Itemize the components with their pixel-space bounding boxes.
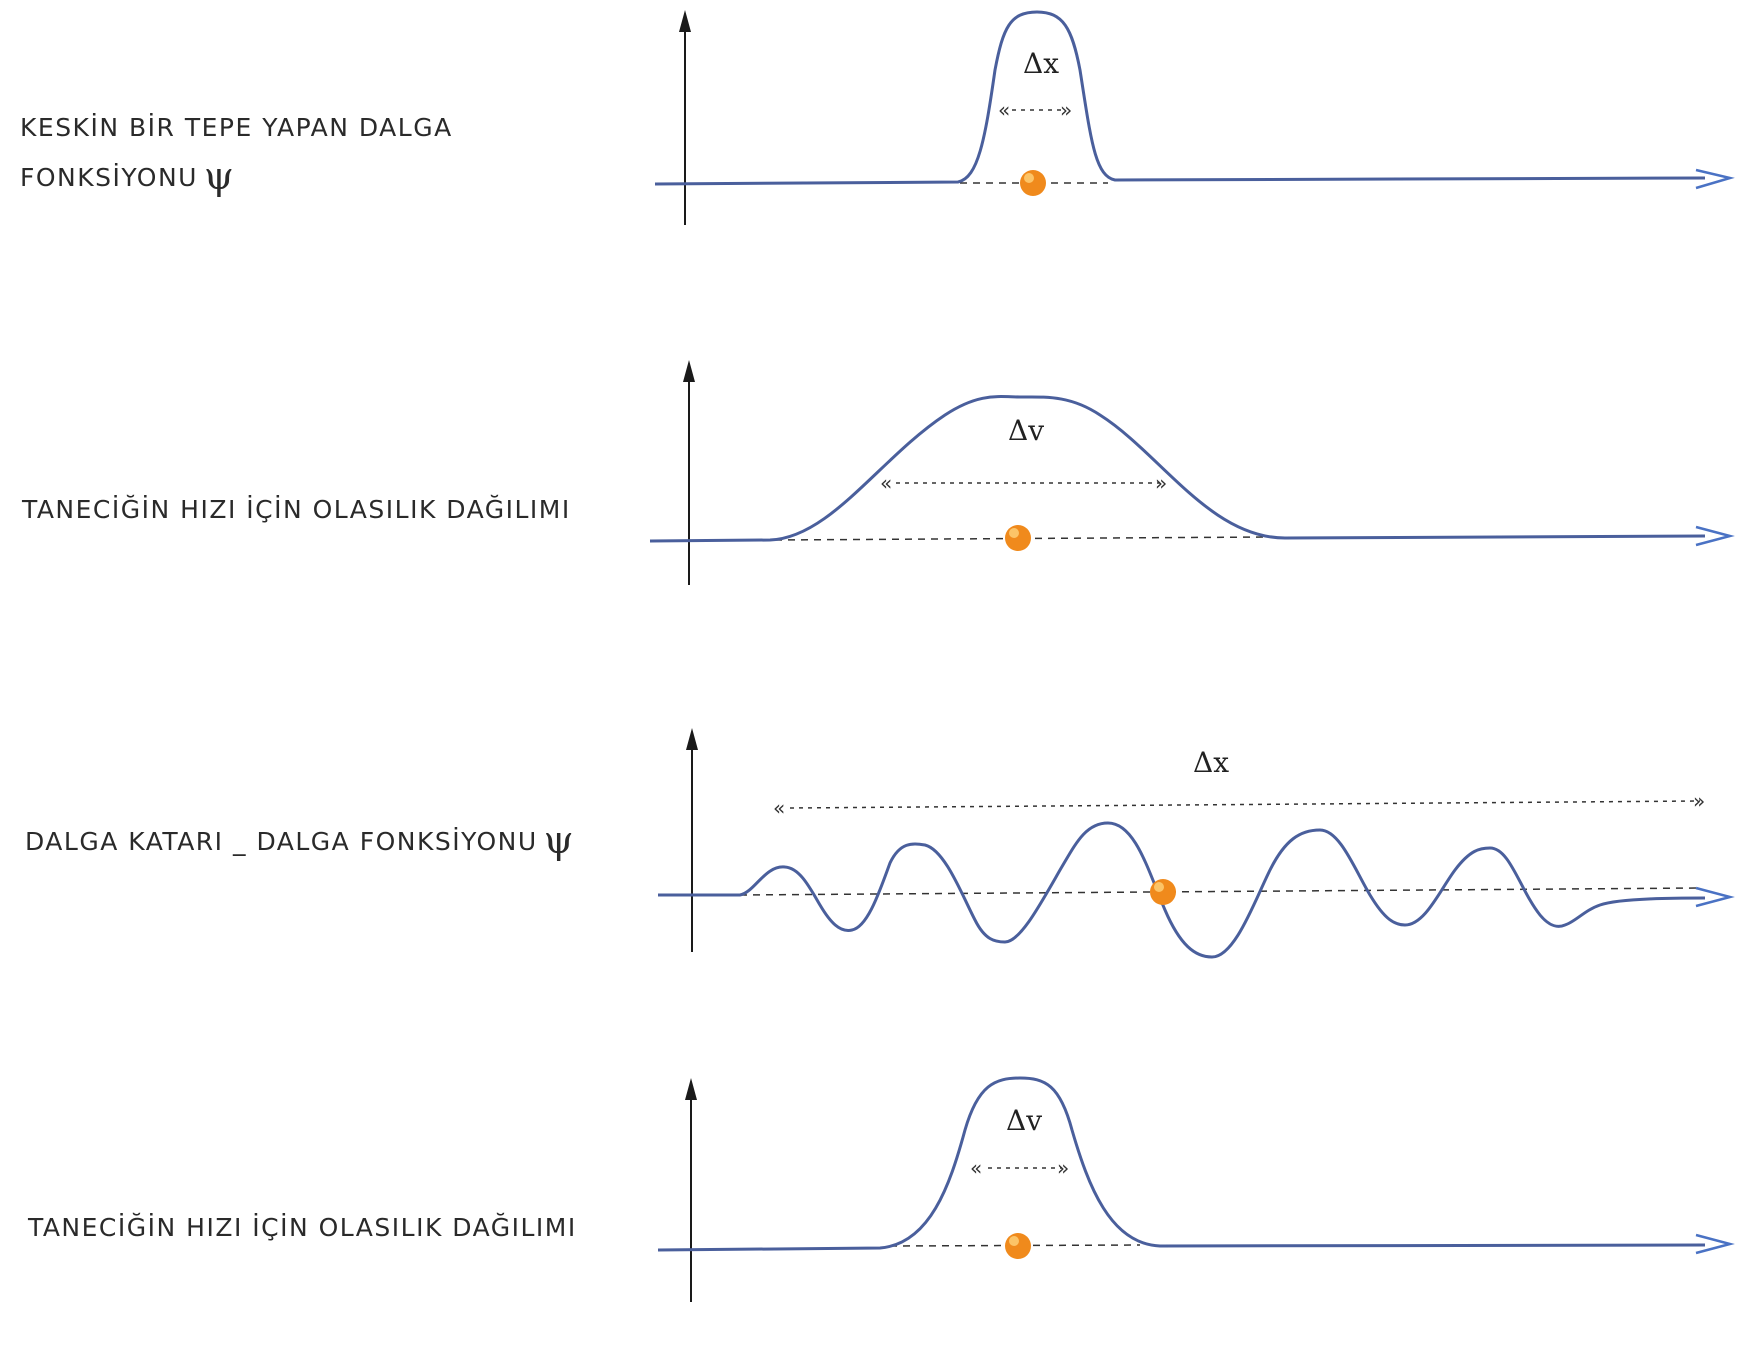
- delta-x-arrow-left-head: «: [773, 796, 785, 820]
- caption-line-2: FONKSİYONU ψ: [20, 154, 234, 198]
- particle-highlight: [1009, 528, 1019, 538]
- panel-sharp-peak-wavefunction: KESKİN BİR TEPE YAPAN DALGA FONKSİYONU ψ …: [0, 0, 1738, 340]
- x-axis-arrowhead: [1695, 1233, 1735, 1255]
- delta-v-arrow-left-head: «: [970, 1156, 982, 1180]
- delta-x-label: Δx: [1023, 47, 1059, 80]
- vertical-axis-arrowhead: [686, 728, 698, 750]
- plot-wave-train: « » Δx: [658, 728, 1735, 959]
- particle: [1005, 525, 1031, 551]
- distribution-curve: [649, 395, 1706, 543]
- caption-velocity-distribution: TANECİĞİN HIZI İÇİN OLASILIK DAĞILIMI: [28, 1204, 577, 1252]
- particle-highlight: [1009, 1236, 1019, 1246]
- psi-symbol: ψ: [543, 818, 574, 862]
- wave-train-curve: [658, 821, 1706, 959]
- caption-line-1: KESKİN BİR TEPE YAPAN DALGA: [20, 113, 453, 142]
- plot-narrow-peak: « » Δv: [657, 1076, 1735, 1302]
- delta-v-label: Δv: [1006, 1104, 1042, 1137]
- baseline-dashed: [739, 887, 1701, 896]
- plot-sharp-peak: « » Δx: [654, 10, 1735, 225]
- plot-wide-peak: « » Δv: [649, 360, 1735, 585]
- panel-velocity-distribution-wide: TANECİĞİN HIZI İÇİN OLASILIK DAĞILIMI « …: [0, 340, 1738, 670]
- delta-x-arrow: [789, 800, 1701, 809]
- delta-x-arrow-right-head: »: [1693, 789, 1705, 813]
- panel-velocity-distribution-narrow: TANECİĞİN HIZI İÇİN OLASILIK DAĞILIMI « …: [0, 1010, 1738, 1350]
- distribution-curve: [657, 1076, 1706, 1252]
- particle: [1020, 170, 1046, 196]
- delta-x-label: Δx: [1193, 746, 1229, 779]
- caption-wave-train: DALGA KATARI _ DALGA FONKSİYONU ψ: [25, 816, 574, 866]
- vertical-axis-arrowhead: [683, 360, 695, 382]
- particle-highlight: [1024, 173, 1034, 183]
- particle-highlight: [1154, 882, 1164, 892]
- particle: [1005, 1233, 1031, 1259]
- caption-velocity-distribution: TANECİĞİN HIZI İÇİN OLASILIK DAĞILIMI: [22, 486, 571, 534]
- psi-symbol: ψ: [203, 154, 234, 198]
- caption-line-1: DALGA KATARI _ DALGA FONKSİYONU ψ: [25, 818, 574, 862]
- particle: [1150, 879, 1176, 905]
- delta-x-arrow-left-head: «: [998, 98, 1010, 122]
- x-axis-arrowhead: [1695, 525, 1735, 547]
- delta-v-label: Δv: [1008, 414, 1044, 447]
- vertical-axis-arrowhead: [679, 10, 691, 32]
- delta-v-arrow-right-head: »: [1155, 471, 1167, 495]
- caption-line-1: TANECİĞİN HIZI İÇİN OLASILIK DAĞILIMI: [22, 495, 571, 524]
- caption-sharp-peak: KESKİN BİR TEPE YAPAN DALGA FONKSİYONU ψ: [20, 104, 453, 202]
- delta-x-arrow-right-head: »: [1060, 98, 1072, 122]
- wavefunction-curve: [654, 10, 1706, 186]
- delta-v-arrow-right-head: »: [1057, 1156, 1069, 1180]
- vertical-axis-arrowhead: [685, 1078, 697, 1100]
- x-axis-arrowhead: [1695, 168, 1735, 190]
- panel-wave-train: DALGA KATARI _ DALGA FONKSİYONU ψ « » Δx: [0, 670, 1738, 1010]
- x-axis-arrowhead: [1695, 886, 1735, 908]
- caption-line-1: TANECİĞİN HIZI İÇİN OLASILIK DAĞILIMI: [28, 1213, 577, 1242]
- baseline-dashed: [889, 1244, 1141, 1247]
- delta-v-arrow-left-head: «: [880, 471, 892, 495]
